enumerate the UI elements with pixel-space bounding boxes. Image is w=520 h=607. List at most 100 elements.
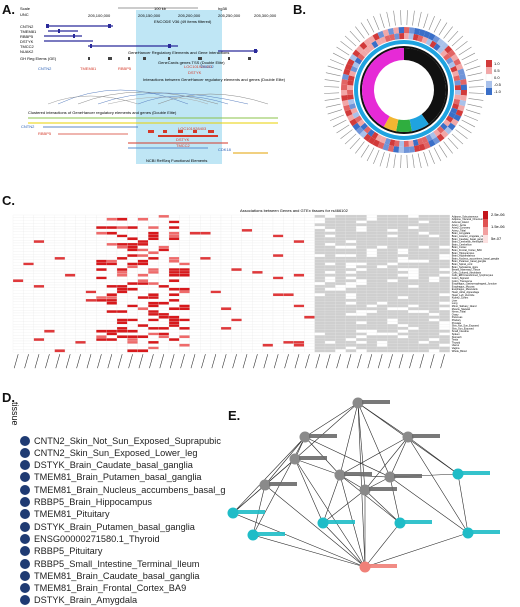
heatmap-cell bbox=[148, 240, 159, 244]
heatmap-cell bbox=[189, 340, 201, 344]
tissue-label-mark bbox=[349, 30, 361, 43]
heatmap-cell bbox=[96, 346, 107, 350]
tissue-row-label: Pancreas bbox=[452, 316, 463, 319]
heatmap-cell bbox=[158, 268, 170, 272]
heatmap-cell bbox=[106, 338, 118, 342]
heatmap-cell bbox=[241, 332, 253, 336]
heatmap-cell bbox=[231, 335, 242, 339]
heatmap-cell bbox=[366, 287, 378, 291]
heatmap-cell bbox=[116, 321, 128, 325]
heatmap-cell bbox=[168, 284, 180, 288]
heatmap-cell bbox=[324, 231, 336, 235]
heatmap-cell bbox=[75, 340, 86, 344]
gene-column-label bbox=[97, 354, 102, 369]
heatmap-cell bbox=[85, 310, 97, 314]
heatmap-cell bbox=[252, 293, 263, 297]
heatmap-cell bbox=[408, 228, 419, 232]
heatmap-cell bbox=[262, 279, 274, 283]
heatmap-cell bbox=[366, 270, 378, 274]
heatmap-cell bbox=[283, 318, 294, 322]
legend-item-label: TMEM81_Pituitary bbox=[34, 509, 110, 520]
heatmap-cell bbox=[220, 307, 232, 311]
heatmap-cell bbox=[231, 343, 242, 347]
heatmap-cell bbox=[293, 301, 305, 305]
heatmap-cell bbox=[158, 329, 170, 333]
heatmap-cell bbox=[387, 282, 398, 286]
heatmap-cell bbox=[33, 343, 45, 347]
heatmap-cell bbox=[367, 136, 376, 145]
heatmap-cell bbox=[23, 237, 34, 241]
heatmap-cell bbox=[344, 109, 353, 117]
heatmap-cell bbox=[210, 270, 222, 274]
heatmap-cell bbox=[408, 220, 419, 224]
heatmap-cell bbox=[200, 251, 211, 255]
heatmap-cell bbox=[189, 335, 201, 339]
heatmap-cell bbox=[137, 262, 149, 266]
heatmap-cell bbox=[44, 338, 55, 342]
heatmap-cell bbox=[116, 237, 128, 241]
gene-column-label bbox=[169, 354, 175, 369]
heatmap-cell bbox=[241, 214, 253, 218]
tissue-label-mark bbox=[458, 46, 472, 56]
heatmap-cell bbox=[428, 340, 440, 344]
heatmap-cell bbox=[283, 284, 294, 288]
heatmap-cell bbox=[324, 242, 336, 246]
heatmap-cell bbox=[397, 220, 409, 224]
tissue-row-label: Heart_Left_Ventricle bbox=[452, 294, 475, 297]
heatmap-cell bbox=[324, 343, 336, 347]
tissue-row-label: Esophagus_Gastroesophageal_Junction bbox=[452, 283, 498, 286]
tissue-row-label: Lung bbox=[452, 302, 458, 305]
tissue-legend-item: DSTYK_Brain_Amygdala bbox=[20, 594, 137, 607]
heatmap-cell bbox=[324, 276, 336, 280]
heatmap-cell bbox=[33, 223, 45, 227]
heatmap-cell bbox=[64, 279, 76, 283]
heatmap-cell bbox=[231, 326, 242, 330]
heatmap-cell bbox=[168, 290, 180, 294]
heatmap-cell bbox=[335, 298, 346, 302]
tissue-row-label: Skin_Not_Sun_Exposed bbox=[452, 325, 480, 328]
heatmap-cell bbox=[44, 234, 55, 238]
heatmap-cell bbox=[189, 346, 201, 350]
heatmap-cell bbox=[220, 321, 232, 325]
legend-dot-icon bbox=[20, 435, 30, 446]
heatmap-cell bbox=[376, 321, 388, 325]
heatmap-cell bbox=[168, 326, 180, 330]
heatmap-cell bbox=[96, 256, 107, 260]
network-edge bbox=[322, 474, 341, 524]
heatmap-cell bbox=[399, 140, 404, 147]
gene-column-label bbox=[409, 354, 414, 369]
network-node bbox=[289, 453, 301, 465]
heatmap-cell bbox=[106, 226, 118, 230]
heatmap-cell bbox=[356, 298, 367, 302]
heatmap-cell bbox=[366, 340, 378, 344]
heatmap-cell bbox=[418, 279, 430, 283]
heatmap-cell bbox=[252, 228, 263, 232]
heatmap-cell bbox=[75, 245, 86, 249]
heatmap-cell bbox=[314, 254, 326, 258]
network-edge bbox=[407, 436, 459, 475]
heatmap-cell bbox=[137, 240, 149, 244]
heatmap-cell bbox=[314, 242, 326, 246]
heatmap-cell bbox=[241, 310, 253, 314]
tissue-label-mark bbox=[393, 154, 396, 168]
tissue-label-mark bbox=[336, 46, 350, 56]
heatmap-cell bbox=[350, 107, 358, 115]
heatmap-cell bbox=[189, 287, 201, 291]
heatmap-cell bbox=[220, 310, 232, 314]
heatmap-cell bbox=[210, 284, 222, 288]
heatmap-cell bbox=[428, 324, 440, 328]
heatmap-cell bbox=[335, 228, 346, 232]
heatmap-cell bbox=[75, 259, 86, 263]
heatmap-cell bbox=[387, 298, 398, 302]
heatmap-cell bbox=[106, 315, 118, 319]
heatmap-cell bbox=[200, 332, 211, 336]
heatmap-cell bbox=[418, 262, 430, 266]
heatmap-cell bbox=[262, 276, 274, 280]
heatmap-cell bbox=[335, 240, 346, 244]
heatmap-cell bbox=[220, 284, 232, 288]
heatmap-cell bbox=[404, 33, 409, 40]
heatmap-cell bbox=[425, 38, 433, 46]
heatmap-cell bbox=[210, 326, 222, 330]
tissue-label-mark bbox=[468, 79, 484, 82]
heatmap-cell bbox=[314, 298, 326, 302]
